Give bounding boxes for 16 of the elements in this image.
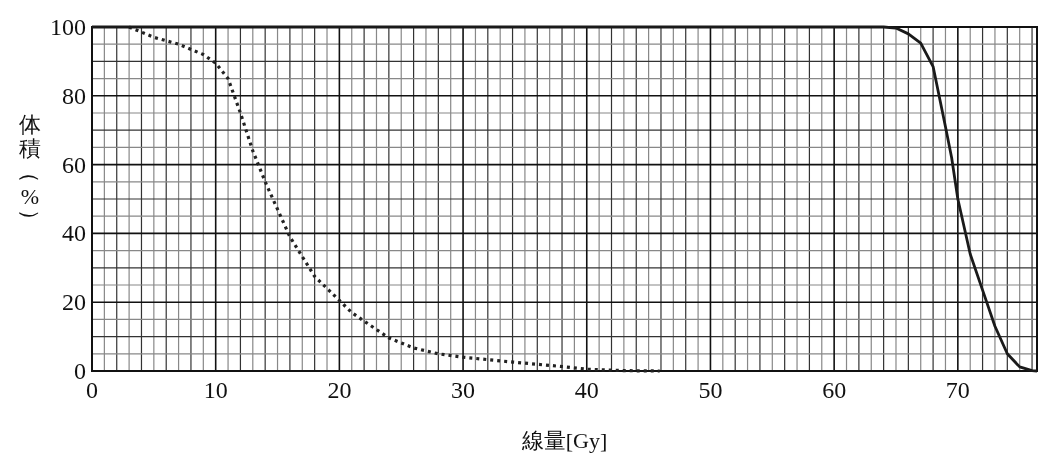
x-axis-title: 線量[Gy] [520, 428, 608, 453]
y-tick-label: 20 [62, 289, 86, 316]
x-tick-label: 60 [822, 377, 847, 403]
y-tick-label: 80 [62, 82, 86, 109]
x-tick-label: 70 [945, 377, 970, 403]
y-axis-title: 体積（%） [17, 112, 43, 231]
y-tick-label: 0 [74, 358, 86, 384]
x-tick-label: 40 [574, 377, 599, 403]
line-series [90, 25, 1039, 373]
x-tick-label: 50 [698, 377, 723, 403]
y-tick-label: 40 [62, 220, 86, 247]
y-tick-label: 60 [62, 151, 86, 178]
x-tick-label: 30 [451, 377, 476, 403]
x-tick-label: 10 [203, 377, 228, 403]
y-tick-label: 100 [50, 14, 86, 40]
x-tick-label: 20 [327, 377, 352, 403]
